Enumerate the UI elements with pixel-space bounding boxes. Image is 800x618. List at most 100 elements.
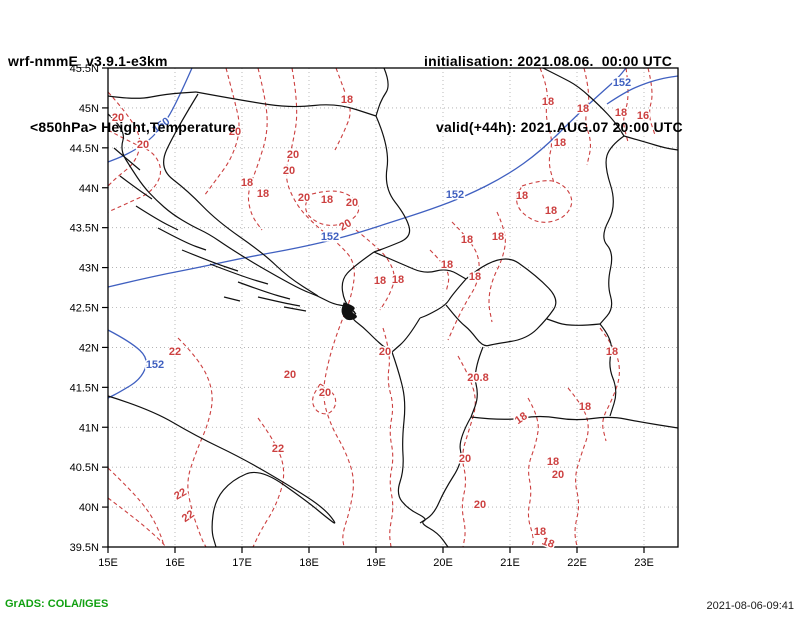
temperature-label: 18 (374, 275, 386, 287)
temperature-contour (382, 327, 394, 548)
temperature-label: 20.8 (467, 372, 488, 384)
temperature-label: 20 (474, 499, 486, 511)
temperature-label: 20 (112, 112, 124, 124)
height-label: 152 (321, 231, 339, 243)
coastline-border (599, 323, 617, 417)
temperature-label: 20 (229, 126, 241, 138)
temperature-contour (447, 221, 480, 341)
y-axis-label: 44N (79, 183, 99, 195)
temperature-contour (334, 67, 351, 151)
coastline-border (391, 317, 421, 353)
model-title: wrf-nmmE_v3.9.1-e3km (8, 53, 168, 69)
temperature-label: 20 (346, 197, 358, 209)
temperature-label: 18 (540, 535, 556, 550)
temperature-label: 18 (542, 96, 554, 108)
coastline-border (470, 415, 679, 429)
temperature-label: 20 (137, 139, 149, 151)
temperature-contour (457, 355, 476, 548)
temperature-label: 18 (441, 259, 453, 271)
temperature-label: 20 (287, 149, 299, 161)
island-outline (119, 175, 153, 200)
coastline-border (163, 93, 319, 297)
coastline-border (546, 318, 601, 326)
temperature-label: 22 (169, 346, 181, 358)
x-axis-label: 15E (98, 557, 118, 569)
x-axis-label: 23E (634, 557, 654, 569)
temperature-label: 20 (552, 469, 564, 481)
valid-time: valid(+44h): 2021.AUG.07 20:00 UTC (436, 119, 683, 135)
y-axis-label: 41N (79, 422, 99, 434)
y-axis-label: 40N (79, 502, 99, 514)
temperature-contour (429, 249, 450, 293)
y-axis-label: 43.5N (70, 223, 99, 235)
y-axis-label: 43N (79, 263, 99, 275)
temperature-label: 22 (180, 508, 197, 525)
x-axis-label: 16E (165, 557, 185, 569)
temperature-label: 20 (284, 369, 296, 381)
temperature-contour (312, 383, 337, 415)
coastline-border (341, 251, 375, 315)
x-axis-label: 21E (500, 557, 520, 569)
temperature-contour (355, 229, 395, 311)
y-axis-label: 41.5N (70, 382, 99, 394)
coastline-border (419, 278, 467, 319)
temperature-contour (177, 337, 213, 548)
height-contour (107, 67, 627, 288)
height-contour (107, 329, 147, 399)
coastline-border (107, 113, 393, 353)
temperature-contour (599, 327, 620, 442)
island-outline (181, 249, 239, 272)
temperature-label: 18 (516, 190, 528, 202)
temperature-contour (107, 129, 162, 213)
creation-timestamp: 2021-08-06-09:41 (706, 600, 794, 612)
height-contour (107, 67, 193, 163)
coastline-border (373, 251, 467, 280)
temperature-label: 20 (319, 387, 331, 399)
temperature-contour (247, 67, 268, 231)
temperature-label: 20 (379, 346, 391, 358)
island-outline (223, 296, 241, 302)
temperature-contour (252, 417, 285, 548)
x-axis-label: 18E (299, 557, 319, 569)
temperature-label: 18 (392, 274, 404, 286)
coastline-border (107, 395, 336, 548)
temperature-contour (488, 211, 506, 323)
coastline-border (373, 115, 411, 253)
y-axis-label: 42N (79, 342, 99, 354)
coastline-border (599, 135, 625, 325)
temperature-label: 18 (554, 137, 566, 149)
temperature-label: 18 (534, 526, 546, 538)
temperature-contour (527, 397, 539, 548)
temperature-contour (516, 180, 573, 223)
coastline-border (375, 67, 389, 117)
y-axis-label: 45.5N (70, 63, 99, 75)
island-outline (257, 296, 301, 307)
temperature-label: 18 (469, 271, 481, 283)
header-right: initialisation: 2021.08.06. 00:00 UTC va… (424, 6, 683, 182)
x-axis-label: 20E (433, 557, 453, 569)
height-label: 152 (146, 359, 164, 371)
temperature-label: 18 (461, 234, 473, 246)
temperature-label: 18 (579, 401, 591, 413)
temperature-label: 18 (241, 177, 253, 189)
island-outline (237, 281, 291, 300)
coastline-border (542, 67, 625, 137)
temperature-contour (583, 67, 592, 166)
height-label: 152 (613, 77, 631, 89)
x-axis-label: 22E (567, 557, 587, 569)
temperature-label: 18 (341, 94, 353, 106)
coastline-border (445, 258, 557, 347)
temperature-contour (107, 497, 167, 548)
x-axis-label: 19E (366, 557, 386, 569)
coastline-border (419, 416, 472, 524)
temperature-label: 18 (545, 205, 557, 217)
island-outline (157, 227, 207, 251)
temperature-contour (567, 387, 589, 548)
init-time: initialisation: 2021.08.06. 00:00 UTC (424, 53, 673, 69)
island-outline (135, 205, 179, 231)
temperature-label: 20 (459, 453, 471, 465)
coastline-border (470, 346, 484, 418)
temperature-label: 18 (492, 231, 504, 243)
